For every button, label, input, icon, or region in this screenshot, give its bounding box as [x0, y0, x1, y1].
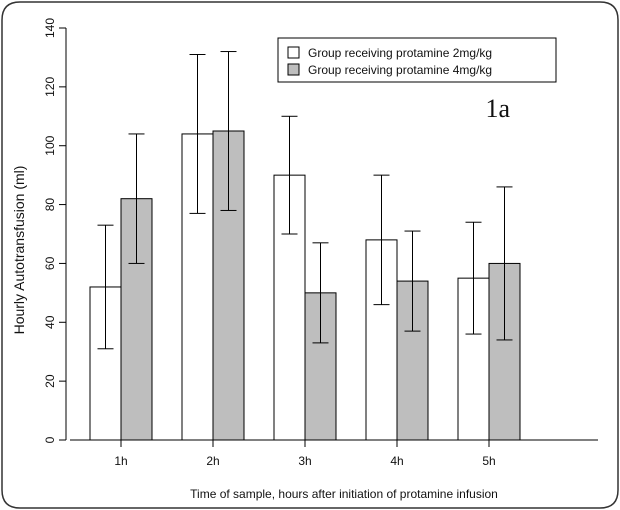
bars — [89, 130, 521, 441]
bar — [89, 286, 122, 441]
legend-label: Group receiving protamine 4mg/kg — [308, 63, 492, 77]
x-tick-label: 5h — [482, 454, 495, 468]
legend-swatch — [287, 63, 300, 76]
legend-box — [277, 37, 557, 83]
x-tick-label: 1h — [114, 454, 127, 468]
x-tick-label: 4h — [390, 454, 403, 468]
legend-label: Group receiving protamine 2mg/kg — [308, 46, 492, 60]
y-tick-label: 20 — [43, 374, 57, 388]
bar — [181, 133, 214, 441]
legend: Group receiving protamine 2mg/kg Group re… — [277, 37, 557, 83]
error-bars — [97, 51, 513, 350]
x-tick-label: 2h — [206, 454, 219, 468]
legend-swatch — [287, 46, 300, 59]
y-tick-label: 100 — [43, 135, 57, 155]
y-tick-label: 0 — [43, 436, 57, 443]
x-tick-label: 3h — [298, 454, 311, 468]
panel-label: 1a — [485, 94, 510, 123]
y-axis: 0 20 40 60 80 100 120 140 — [43, 18, 67, 443]
y-axis-title: Hourly Autotransfusion (ml) — [11, 166, 27, 335]
y-tick-label: 60 — [43, 256, 57, 270]
x-axis: 1h 2h 3h 4h 5h — [70, 439, 598, 468]
x-axis-title: Time of sample, hours after initiation o… — [190, 487, 498, 501]
y-tick-label: 40 — [43, 315, 57, 329]
y-tick-label: 80 — [43, 198, 57, 212]
y-tick-label: 140 — [43, 18, 57, 38]
y-tick-label: 120 — [43, 77, 57, 97]
